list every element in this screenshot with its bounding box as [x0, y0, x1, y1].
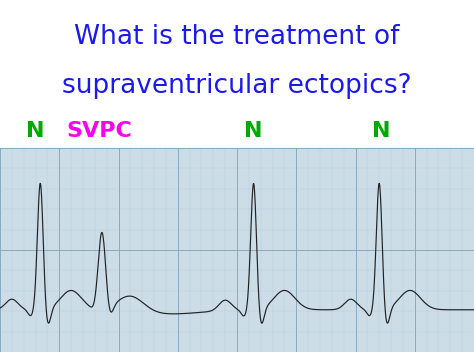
Text: N: N	[26, 121, 45, 141]
Text: SVPC: SVPC	[67, 121, 132, 141]
Bar	[0, 148, 474, 352]
Text: N: N	[244, 121, 263, 141]
Text: N: N	[372, 121, 391, 141]
Text: What is the treatment of: What is the treatment of	[74, 24, 400, 50]
Text: supraventricular ectopics?: supraventricular ectopics?	[62, 73, 412, 99]
